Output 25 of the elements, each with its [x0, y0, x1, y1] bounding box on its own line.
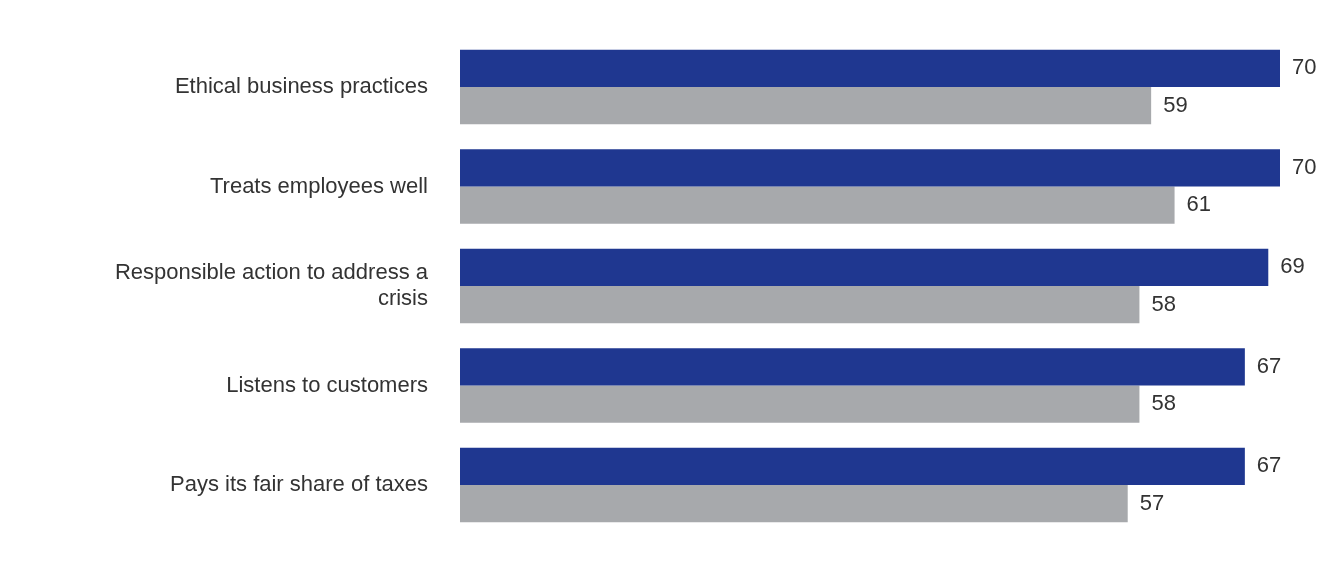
data-label: 61: [1186, 191, 1212, 217]
data-label: 58: [1151, 390, 1176, 416]
bar: [460, 186, 1175, 224]
bar: [460, 447, 1245, 486]
y-tick-label: Treats employees well: [209, 172, 428, 198]
y-tick-label: Pays its fair share of taxes: [170, 471, 428, 497]
data-label: 70: [1292, 153, 1317, 179]
bar: [460, 485, 1128, 523]
bar: [460, 49, 1280, 87]
y-tick-label: Responsible action to address a crisis: [114, 258, 429, 311]
bar: [460, 86, 1152, 125]
data-label: 70: [1292, 54, 1317, 80]
data-label: 67: [1256, 452, 1282, 478]
data-label: 57: [1139, 489, 1165, 515]
data-label: 69: [1280, 253, 1305, 279]
bar: [460, 385, 1140, 423]
data-label: 67: [1256, 352, 1282, 378]
y-tick-label: Listens to customers: [226, 371, 428, 397]
bar: [460, 348, 1245, 386]
bar: [460, 248, 1269, 286]
data-label: 58: [1151, 290, 1176, 316]
y-tick-label: Ethical business practices: [174, 73, 428, 99]
bar: [460, 149, 1280, 187]
bar: [460, 286, 1140, 324]
data-label: 59: [1163, 91, 1188, 117]
